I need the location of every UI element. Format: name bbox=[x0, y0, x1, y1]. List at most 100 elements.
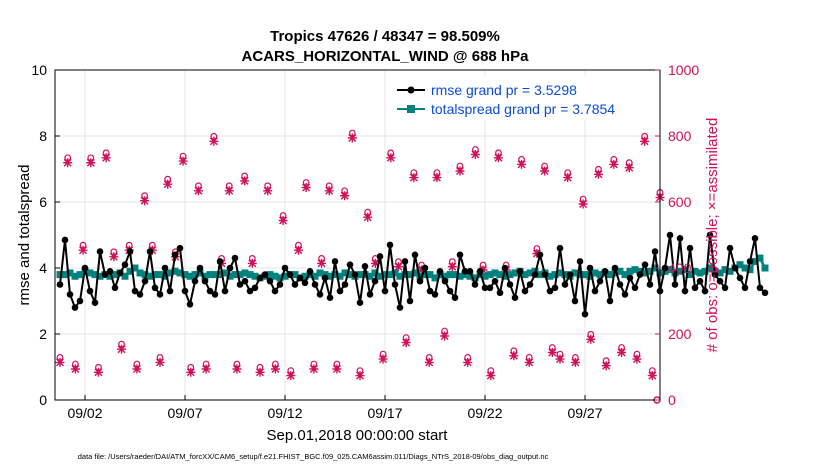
obs-assimilated-marker bbox=[586, 334, 596, 344]
rmse-point bbox=[651, 248, 659, 255]
totalspread-point bbox=[496, 271, 504, 279]
rmse-point bbox=[586, 264, 594, 272]
totalspread-point bbox=[506, 271, 514, 279]
obs-assimilated-marker bbox=[186, 367, 196, 377]
obs-assimilated-marker bbox=[509, 351, 519, 361]
rmse-point bbox=[216, 258, 224, 265]
totalspread-point bbox=[206, 271, 214, 279]
rmse-point bbox=[616, 281, 624, 288]
legend: rmse grand pr = 3.5298 totalspread grand… bbox=[393, 76, 653, 120]
rmse-point bbox=[261, 271, 269, 278]
obs-assimilated-marker bbox=[563, 173, 573, 183]
rmse-point bbox=[451, 294, 459, 302]
rmse-point bbox=[321, 274, 329, 282]
rmse-point bbox=[296, 274, 304, 282]
x-axis-ticks: 09/02 09/07 09/12 09/17 09/22 09/27 bbox=[67, 395, 603, 421]
obs-assimilated-marker bbox=[309, 364, 319, 374]
obs-assimilated-marker bbox=[593, 169, 603, 179]
totalspread-point bbox=[756, 254, 764, 262]
rmse-point bbox=[441, 277, 449, 285]
totalspread-point bbox=[561, 271, 569, 279]
rmse-point bbox=[701, 287, 709, 295]
rmse-point bbox=[666, 231, 674, 239]
obs-assimilated-marker bbox=[178, 156, 188, 166]
totalspread-point bbox=[701, 267, 709, 275]
totalspread-point bbox=[706, 264, 714, 272]
y-tick-label: 4 bbox=[39, 260, 47, 276]
totalspread-point bbox=[366, 272, 374, 280]
totalspread-point bbox=[646, 267, 654, 275]
rmse-point bbox=[421, 264, 429, 272]
rmse-point bbox=[601, 268, 609, 275]
x-tick-label: 09/27 bbox=[567, 405, 602, 421]
obs-assimilated-marker bbox=[63, 158, 73, 168]
rmse-point bbox=[86, 287, 94, 295]
y2-tick-label: 1000 bbox=[668, 62, 699, 78]
obs-assimilated-marker bbox=[417, 265, 427, 275]
rmse-point bbox=[436, 268, 444, 275]
totalspread-point bbox=[216, 271, 224, 279]
totalspread-point bbox=[726, 267, 734, 275]
totalspread-point bbox=[401, 271, 409, 279]
totalspread-point bbox=[381, 271, 389, 279]
rmse-point bbox=[466, 268, 474, 275]
rmse-point bbox=[201, 277, 209, 285]
obs-assimilated-marker bbox=[86, 158, 96, 168]
totalspread-point bbox=[451, 271, 459, 279]
rmse-point bbox=[351, 271, 359, 278]
rmse-point bbox=[246, 287, 254, 295]
totalspread-point bbox=[111, 271, 119, 279]
rmse-point bbox=[76, 297, 84, 305]
rmse-point bbox=[336, 287, 344, 295]
x-tick-label: 09/02 bbox=[67, 405, 102, 421]
obs-assimilated-marker bbox=[155, 357, 165, 367]
totalspread-point bbox=[201, 272, 209, 280]
rmse-point bbox=[531, 271, 539, 278]
rmse-point bbox=[341, 281, 349, 288]
x-tick-label: 09/17 bbox=[367, 405, 402, 421]
totalspread-point bbox=[271, 272, 279, 280]
rmse-point bbox=[591, 287, 599, 295]
totalspread-point bbox=[571, 269, 579, 277]
totalspread-point bbox=[536, 271, 544, 279]
obs-assimilated-marker bbox=[486, 371, 496, 381]
rmse-point bbox=[626, 274, 634, 282]
totalspread-point bbox=[356, 271, 364, 279]
totalspread-point bbox=[316, 269, 324, 277]
totalspread-point bbox=[141, 271, 149, 279]
obs-assimilated-marker bbox=[432, 173, 442, 183]
rmse-point bbox=[691, 284, 699, 292]
obs-assimilated-marker bbox=[393, 262, 403, 272]
obs-assimilated-marker bbox=[224, 186, 234, 196]
rmse-point bbox=[716, 277, 724, 285]
rmse-point bbox=[546, 287, 554, 295]
totalspread-point bbox=[131, 264, 139, 272]
obs-assimilated-marker bbox=[524, 357, 534, 367]
obs-assimilated-marker bbox=[378, 354, 388, 364]
rmse-point bbox=[156, 291, 164, 298]
legend-rmse-label: rmse grand pr = 3.5298 bbox=[431, 82, 577, 98]
y2-tick-label: 800 bbox=[668, 128, 692, 144]
y2-tick-label: 200 bbox=[668, 326, 692, 342]
rmse-point bbox=[71, 304, 79, 311]
obs-assimilated-marker bbox=[201, 364, 211, 374]
totalspread-point bbox=[511, 269, 519, 277]
obs-assimilated-marker bbox=[93, 367, 103, 377]
x-axis-label: Sep.01,2018 00:00:00 start bbox=[267, 427, 449, 444]
rmse-point bbox=[631, 284, 639, 292]
totalspread-point bbox=[406, 271, 414, 279]
obs-assimilated-marker bbox=[624, 163, 634, 173]
rmse-point bbox=[456, 251, 464, 259]
totalspread-point bbox=[441, 272, 449, 280]
totalspread-point bbox=[156, 271, 164, 279]
rmse-point bbox=[181, 287, 189, 295]
rmse-point bbox=[331, 258, 339, 265]
rmse-point bbox=[541, 271, 549, 278]
totalspread-point bbox=[241, 269, 249, 277]
obs-assimilated-marker bbox=[617, 348, 627, 357]
totalspread-point bbox=[56, 271, 64, 279]
x-tick-label: 09/22 bbox=[467, 405, 502, 421]
obs-assimilated-marker bbox=[470, 150, 480, 159]
totalspread-point bbox=[326, 272, 334, 280]
obs-assimilated-marker bbox=[555, 354, 565, 364]
